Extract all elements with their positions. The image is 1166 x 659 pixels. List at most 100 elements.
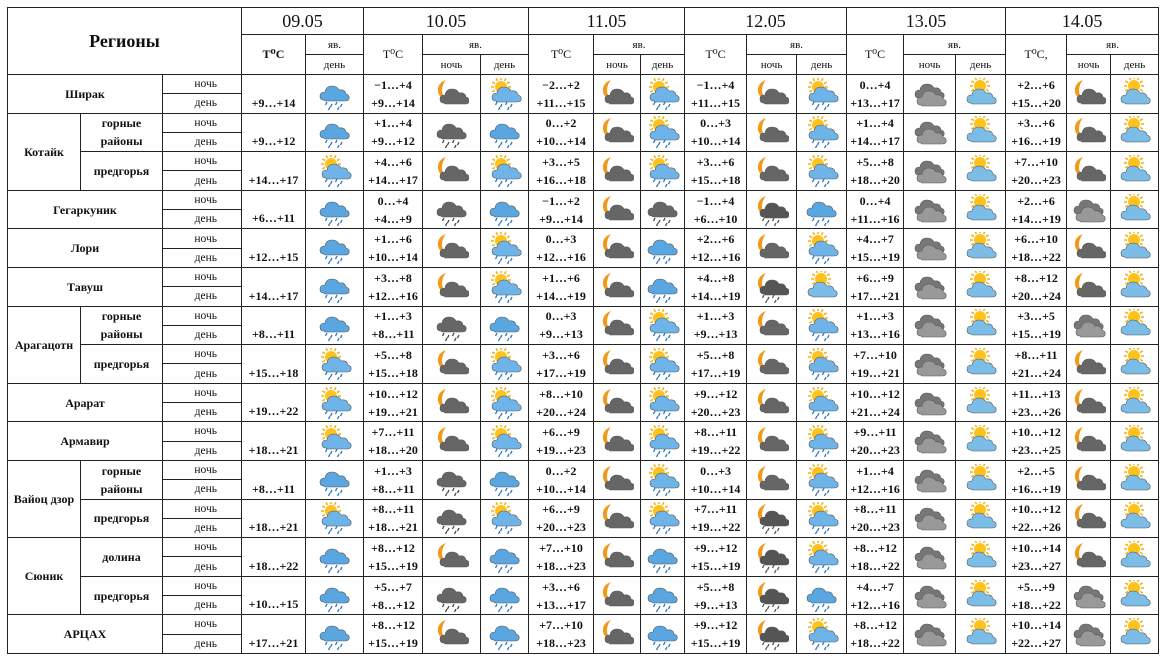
day-temp: +14…+17 <box>850 134 900 149</box>
weather-icon <box>757 156 789 182</box>
day-temp: +10…+15 <box>248 597 299 612</box>
temperature: 0…+3 +10…+14 <box>684 112 748 153</box>
weather-icon <box>490 154 521 187</box>
icon-cell <box>1110 228 1160 268</box>
night-temp: +3…+5 <box>542 154 580 169</box>
temperature: +3…+6 +17…+19 <box>528 344 595 384</box>
temperature: +19…+22 <box>241 382 306 423</box>
region-name: Арарат <box>7 382 163 423</box>
day-temp: +19…+21 <box>850 365 900 380</box>
icon-cell <box>746 189 798 230</box>
weather-icon <box>757 79 789 105</box>
day-temp: +18…+23 <box>536 636 586 651</box>
day-temp: +10…+14 <box>690 481 741 496</box>
icon-cell <box>640 151 686 191</box>
temperature: +2…+6 +14…+19 <box>1005 189 1068 230</box>
day-label: день <box>162 363 242 384</box>
icon-cell <box>305 266 364 307</box>
weather-icon <box>914 585 947 608</box>
icon-cell <box>1066 575 1112 616</box>
icon-cell <box>479 112 530 153</box>
icon-cell <box>593 382 642 423</box>
night-temp: +4…+6 <box>374 154 412 169</box>
weather-icon <box>807 77 839 110</box>
weather-icon <box>437 427 469 452</box>
weather-icon <box>1074 156 1106 182</box>
weather-icon <box>1120 618 1151 645</box>
icon-cell <box>746 344 798 384</box>
day-temp: +18…+20 <box>850 172 900 187</box>
temperature: +1…+4 +14…+17 <box>846 112 905 153</box>
weather-icon <box>437 388 469 413</box>
region-name: Котайк <box>7 112 81 191</box>
weather-icon <box>319 317 349 342</box>
day-temp: +9…+12 <box>251 134 296 149</box>
temperature: +8…+12 +15…+19 <box>363 537 423 577</box>
icon-cell <box>422 382 481 423</box>
icon-cell <box>422 74 481 114</box>
weather-icon <box>757 581 789 612</box>
day-header: день <box>955 54 1007 75</box>
day-temp: +15…+19 <box>850 250 900 265</box>
icon-cell <box>796 266 848 307</box>
day-temp: +14…+17 <box>248 288 299 303</box>
temperature: +6…+9 +17…+21 <box>846 266 905 307</box>
temperature: 0…+3 +10…+14 <box>684 459 748 500</box>
temp-header: T⁰C <box>528 34 595 75</box>
icon-cell <box>1066 498 1112 539</box>
region-name: Армавир <box>7 421 163 461</box>
temp-header: T⁰C <box>241 34 306 75</box>
icon-cell <box>796 575 848 616</box>
temperature: +5…+8 +15…+18 <box>363 344 423 384</box>
icon-cell <box>593 189 642 230</box>
weather-icon <box>966 232 997 259</box>
temperature: −1…+4 +6…+10 <box>684 189 748 230</box>
night-temp: +8…+10 <box>539 386 583 401</box>
weather-icon <box>806 587 837 612</box>
day-temp: +9…+12 <box>371 134 415 149</box>
day-temp: +14…+19 <box>536 288 586 303</box>
day-temp: +19…+22 <box>690 443 741 458</box>
icon-cell <box>903 459 957 500</box>
weather-icon <box>320 347 351 380</box>
day-temp: +12…+15 <box>248 249 299 264</box>
night-header: ночь <box>903 54 957 75</box>
icon-cell <box>796 228 848 268</box>
icon-cell <box>305 382 364 423</box>
date-header: 14.05 <box>1005 7 1160 35</box>
night-temp: +7…+10 <box>539 618 583 633</box>
date-header: 13.05 <box>846 7 1007 35</box>
weather-icon <box>436 124 466 149</box>
temperature: +3…+6 +13…+17 <box>528 575 595 616</box>
weather-icon <box>1120 77 1151 105</box>
day-temp: +15…+18 <box>248 365 299 380</box>
night-temp: +5…+8 <box>374 347 412 362</box>
day-temp: +11…+15 <box>691 95 741 110</box>
icon-cell <box>796 189 848 230</box>
day-temp: +12…+16 <box>536 250 586 265</box>
day-temp: +13…+17 <box>536 597 586 612</box>
weather-icon <box>1074 388 1106 413</box>
yav-header: яв. <box>421 34 530 55</box>
weather-icon <box>1120 232 1151 259</box>
icon-cell <box>422 498 481 539</box>
weather-icon <box>807 618 839 651</box>
temperature: +7…+10 +18…+23 <box>528 614 595 654</box>
icon-cell <box>640 228 686 268</box>
weather-icon <box>757 272 789 303</box>
weather-icon <box>1073 585 1106 608</box>
icon-cell <box>479 537 530 577</box>
weather-icon <box>489 548 519 573</box>
day-temp: +18…+22 <box>1011 597 1061 612</box>
night-row: предгорья ночь +18…+21 +8…+11 +18…+21 +6…+9 +2… <box>8 498 1160 539</box>
icon-cell <box>422 266 481 307</box>
weather-icon <box>757 504 789 535</box>
weather-icon <box>966 502 997 529</box>
weather-icon <box>1074 79 1106 105</box>
day-label: день <box>162 209 242 230</box>
weather-icon <box>966 540 997 568</box>
icon-cell <box>640 459 686 500</box>
weather-icon <box>1120 425 1151 452</box>
icon-cell <box>796 614 848 654</box>
